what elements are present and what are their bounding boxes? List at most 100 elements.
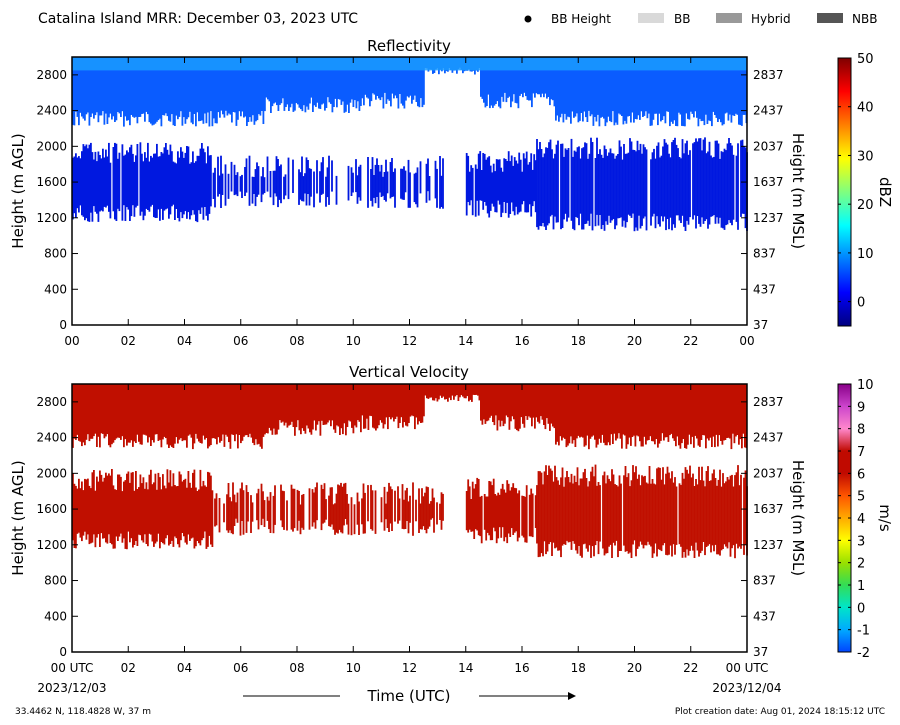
echo-column [75, 485, 77, 549]
echo-column [309, 384, 311, 433]
echo-column [391, 158, 393, 197]
echo-column [518, 152, 521, 213]
echo-column [555, 57, 557, 121]
echo-column [337, 57, 340, 100]
echo-column [148, 384, 151, 438]
echo-column [316, 57, 319, 103]
echo-column [266, 496, 269, 521]
echo-column [217, 57, 220, 113]
echo-column [178, 471, 181, 548]
echo-column [87, 384, 89, 435]
echo-column [744, 57, 746, 115]
echo-column [388, 57, 391, 101]
echo-column [707, 151, 709, 229]
echo-column [299, 172, 302, 200]
echo-column [160, 384, 163, 448]
echo-column [479, 496, 482, 537]
echo-column [475, 384, 478, 395]
echo-column [265, 384, 268, 433]
echo-column [352, 57, 355, 107]
echo-column [552, 57, 554, 101]
echo-column [372, 57, 374, 94]
echo-column [501, 57, 503, 97]
echo-column [364, 492, 366, 534]
echo-column [439, 384, 442, 396]
echo-column [633, 57, 635, 123]
echo-column [102, 384, 104, 434]
echo-column [215, 493, 218, 526]
echo-column [541, 57, 544, 94]
echo-column [374, 490, 377, 534]
echo-column [492, 163, 495, 207]
echo-column [523, 57, 526, 93]
echo-column [283, 384, 286, 426]
echo-column [239, 488, 242, 536]
echo-column [735, 384, 737, 437]
echo-column [100, 57, 103, 116]
echo-column [596, 137, 598, 215]
echo-column [617, 154, 619, 219]
echo-column [387, 57, 389, 100]
echo-column [744, 384, 746, 448]
echo-column [613, 57, 616, 126]
echo-column [576, 147, 579, 218]
echo-column [648, 384, 650, 440]
echo-column [618, 57, 620, 114]
echo-column [655, 384, 658, 439]
echo-column [387, 384, 389, 430]
echo-column [585, 384, 587, 446]
echo-column [274, 485, 276, 525]
echo-column [184, 57, 187, 124]
echo-column [127, 57, 130, 121]
echo-column [723, 483, 726, 545]
echo-column [78, 478, 80, 533]
echo-column [310, 168, 312, 197]
echo-column [630, 141, 633, 218]
echo-column [603, 145, 606, 231]
echo-column [371, 490, 374, 531]
echo-column [540, 57, 542, 98]
echo-column [625, 384, 628, 449]
echo-column [397, 57, 400, 109]
echo-column [341, 486, 344, 534]
echo-column [546, 384, 548, 419]
echo-column [603, 384, 605, 443]
echo-column [82, 490, 85, 536]
echo-column [370, 169, 372, 201]
echo-column [378, 57, 380, 99]
echo-column [508, 57, 511, 97]
echo-column [485, 159, 488, 206]
echo-column [192, 384, 194, 450]
echo-column [357, 384, 359, 421]
echo-column [659, 467, 661, 550]
echo-column [285, 57, 287, 107]
echo-column [573, 57, 575, 118]
echo-column [702, 384, 704, 435]
echo-column [651, 479, 654, 558]
echo-column [561, 467, 564, 546]
echo-column [631, 384, 634, 437]
echo-column [719, 158, 721, 218]
echo-column [445, 384, 448, 400]
echo-column [75, 384, 77, 440]
echo-column [103, 157, 106, 207]
echo-column [498, 494, 501, 528]
echo-column [645, 384, 647, 445]
echo-column [641, 475, 643, 545]
echo-column [525, 57, 527, 97]
echo-column [440, 175, 443, 207]
colorbar-gradient [837, 57, 852, 327]
echo-column [741, 57, 743, 126]
echo-column [655, 57, 658, 114]
echo-column [552, 158, 555, 230]
echo-column [172, 384, 175, 448]
echo-column [709, 384, 712, 438]
echo-column [301, 57, 304, 112]
echo-column [672, 140, 675, 225]
echo-column [567, 384, 569, 446]
echo-column [84, 478, 86, 532]
echo-column [150, 155, 152, 207]
echo-column [483, 494, 486, 530]
echo-column [331, 384, 334, 421]
echo-column [370, 384, 373, 417]
